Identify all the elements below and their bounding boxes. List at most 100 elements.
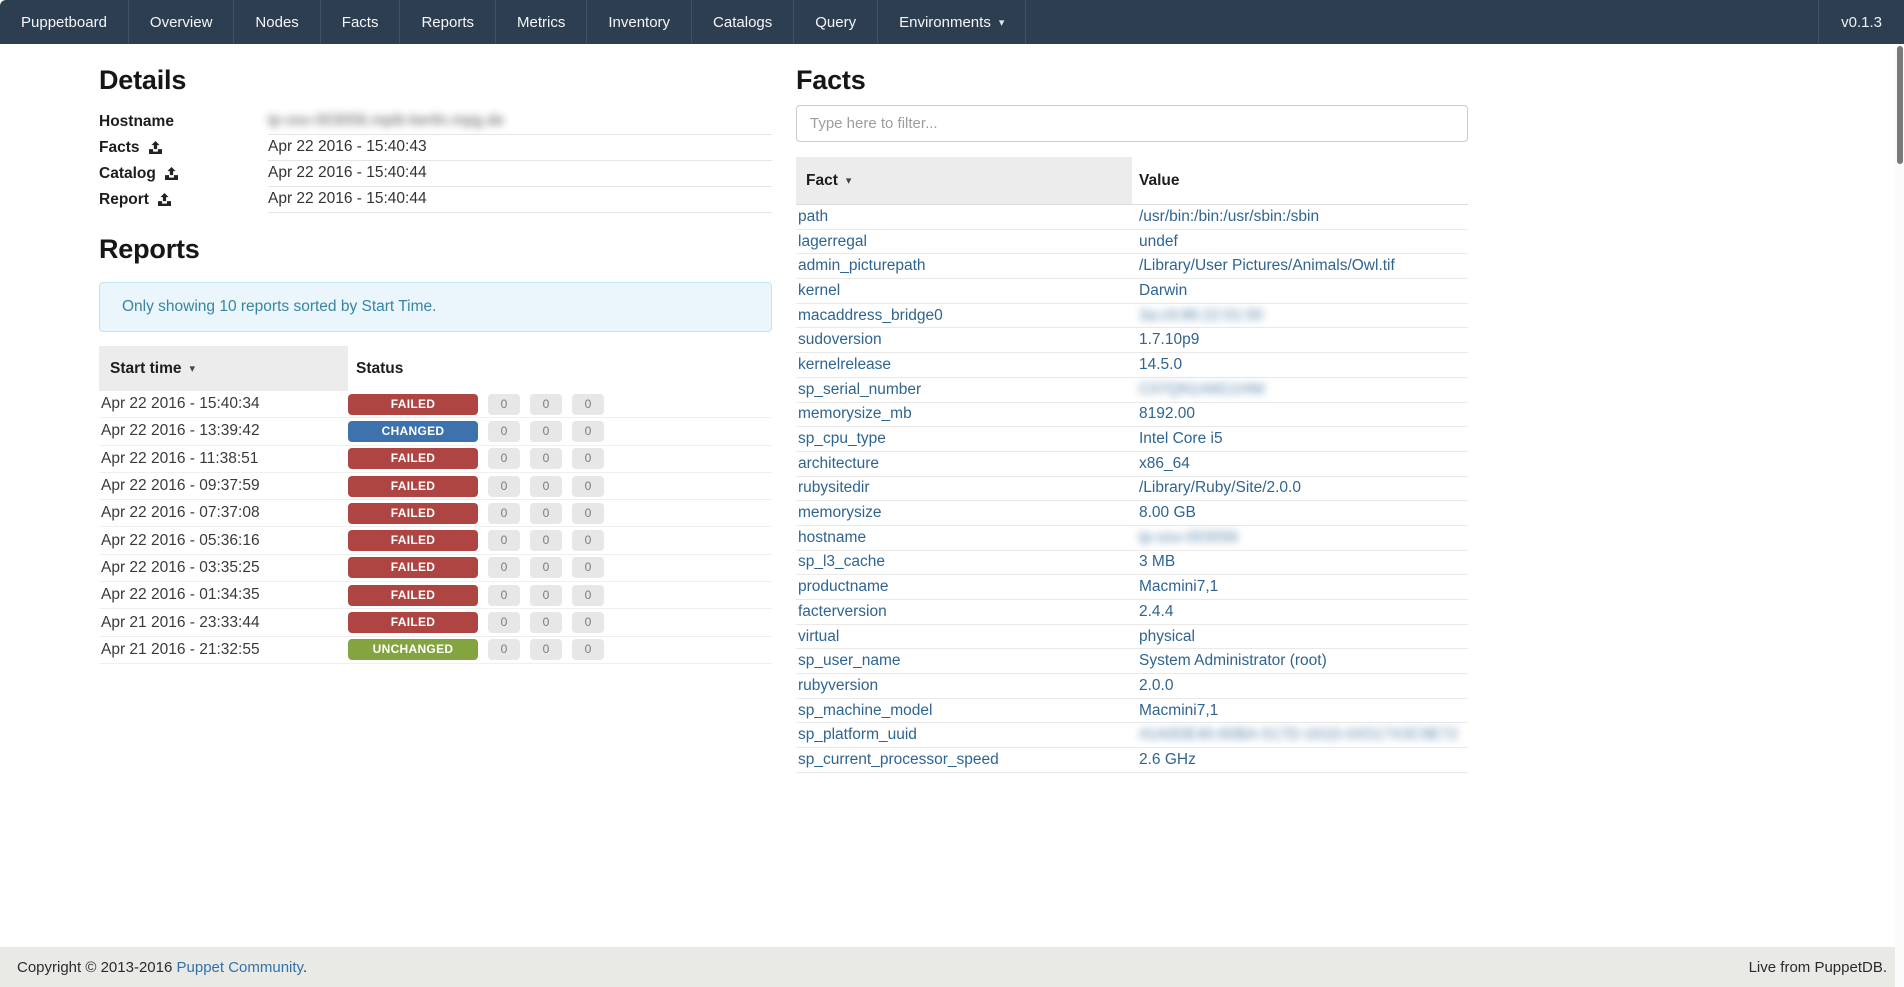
nav-item[interactable]: Query	[794, 0, 879, 44]
fact-name-link[interactable]: sp_cpu_type	[798, 430, 886, 448]
report-status-badge[interactable]: UNCHANGED	[348, 639, 478, 661]
nav-item[interactable]: Inventory	[587, 0, 693, 44]
fact-value-link[interactable]: Intel Core i5	[1139, 430, 1223, 448]
fact-name-link[interactable]: macaddress_bridge0	[798, 306, 943, 324]
report-status-badge[interactable]: FAILED	[348, 475, 478, 497]
hostname-value: tp-osx-003056.mpib-berlin.mpg.de	[268, 112, 505, 129]
scrollbar[interactable]	[1895, 44, 1904, 987]
report-count-badge: 0	[488, 639, 520, 661]
fact-row: sp_serial_number C07QN1A6G1HW	[796, 378, 1468, 403]
report-status-badge[interactable]: FAILED	[348, 393, 478, 415]
puppet-community-link[interactable]: Puppet Community	[176, 958, 303, 976]
fact-value-link[interactable]: /usr/bin:/bin:/usr/sbin:/sbin	[1139, 207, 1320, 225]
footer: Copyright © 2013-2016 Puppet Community. …	[0, 947, 1904, 987]
fact-value-link[interactable]: 8192.00	[1139, 405, 1196, 423]
nav-item[interactable]: Overview	[129, 0, 235, 44]
fact-value-link[interactable]: 8.00 GB	[1139, 504, 1196, 522]
fact-value-link[interactable]: Darwin	[1139, 281, 1188, 299]
fact-value-link[interactable]: 2.4.4	[1139, 602, 1174, 620]
details-row-report: Report Apr 22 2016 - 15:40:44	[99, 187, 772, 213]
navbar: Puppetboard Overview Nodes Facts Reports…	[0, 0, 1904, 44]
fact-name-link[interactable]: sp_machine_model	[798, 701, 933, 719]
scrollbar-thumb[interactable]	[1897, 46, 1903, 164]
fact-value-link[interactable]: 3 MB	[1139, 553, 1176, 571]
report-status-cell: FAILED 0 0 0	[348, 502, 604, 524]
fact-value-link[interactable]: /Library/Ruby/Site/2.0.0	[1139, 479, 1301, 497]
report-count-badge: 0	[530, 448, 562, 470]
fact-value-link[interactable]: System Administrator (root)	[1139, 652, 1327, 670]
report-status-cell: FAILED 0 0 0	[348, 475, 604, 497]
fact-row: facterversion 2.4.4	[796, 600, 1468, 625]
fact-value-link[interactable]: x86_64	[1139, 454, 1190, 472]
fact-name-link[interactable]: productname	[798, 578, 889, 596]
fact-name-link[interactable]: rubyversion	[798, 676, 879, 694]
fact-value-link[interactable]: 14.5.0	[1139, 355, 1183, 373]
fact-value-link[interactable]: tp-osx-003056	[1139, 528, 1239, 546]
fact-name-link[interactable]: path	[798, 207, 829, 225]
report-status-badge[interactable]: FAILED	[348, 502, 478, 524]
report-status-badge[interactable]: FAILED	[348, 557, 478, 579]
nav-item[interactable]: Nodes	[234, 0, 321, 44]
fact-value-link[interactable]: physical	[1139, 627, 1195, 645]
chevron-down-icon: ▾	[998, 16, 1005, 29]
fact-name-link[interactable]: sudoversion	[798, 331, 882, 349]
fact-value-link[interactable]: 2.0.0	[1139, 676, 1174, 694]
fact-value-link[interactable]: Macmini7,1	[1139, 701, 1219, 719]
fact-name-link[interactable]: sp_serial_number	[798, 380, 922, 398]
nav-item[interactable]: Metrics	[496, 0, 588, 44]
report-status-badge[interactable]: FAILED	[348, 584, 478, 606]
fact-value-link[interactable]: 3a:c9:86:22:01:00	[1139, 306, 1264, 324]
report-status-badge[interactable]: FAILED	[348, 612, 478, 634]
report-count-badge: 0	[488, 584, 520, 606]
details-row-catalog: Catalog Apr 22 2016 - 15:40:44	[99, 161, 772, 187]
fact-name-link[interactable]: kernelrelease	[798, 355, 892, 373]
column-header-value[interactable]: Value	[1139, 171, 1180, 189]
sort-caret-icon: ▾	[189, 363, 196, 375]
fact-name-link[interactable]: lagerregal	[798, 232, 867, 250]
report-count-badge: 0	[530, 420, 562, 442]
upload-icon[interactable]	[164, 167, 178, 180]
fact-name-link[interactable]: facterversion	[798, 602, 887, 620]
fact-row: rubysitedir /Library/Ruby/Site/2.0.0	[796, 477, 1468, 502]
fact-row: kernel Darwin	[796, 279, 1468, 304]
fact-row: sp_l3_cache 3 MB	[796, 551, 1468, 576]
report-status-badge[interactable]: CHANGED	[348, 420, 478, 442]
nav-item[interactable]: Catalogs	[692, 0, 795, 44]
column-header-start-time[interactable]: Start time ▾	[99, 346, 348, 391]
fact-name-link[interactable]: admin_picturepath	[798, 257, 926, 275]
upload-icon[interactable]	[148, 141, 162, 154]
fact-value-link[interactable]: Macmini7,1	[1139, 578, 1219, 596]
fact-name-link[interactable]: sp_l3_cache	[798, 553, 886, 571]
fact-name-link[interactable]: hostname	[798, 528, 867, 546]
fact-value-link[interactable]: /Library/User Pictures/Animals/Owl.tif	[1139, 257, 1395, 275]
fact-name-link[interactable]: sp_platform_uuid	[798, 726, 917, 744]
nav-item[interactable]: Facts	[321, 0, 401, 44]
reports-table: Start time ▾ Status Apr 22 2016 - 15:40:…	[99, 346, 772, 664]
report-row: Apr 22 2016 - 11:38:51 FAILED 0 0 0	[99, 446, 772, 473]
fact-value-link[interactable]: 1.7.10p9	[1139, 331, 1200, 349]
column-header-fact[interactable]: Fact ▾	[796, 157, 1132, 204]
report-count-badge: 0	[488, 420, 520, 442]
nav-item[interactable]: Reports	[400, 0, 496, 44]
fact-name-link[interactable]: rubysitedir	[798, 479, 870, 497]
fact-value-link[interactable]: 2.6 GHz	[1139, 750, 1196, 768]
fact-name-link[interactable]: virtual	[798, 627, 840, 645]
fact-name-link[interactable]: sp_user_name	[798, 652, 901, 670]
fact-name-link[interactable]: memorysize_mb	[798, 405, 912, 423]
report-status-badge[interactable]: FAILED	[348, 530, 478, 552]
fact-value-link[interactable]: C07QN1A6G1HW	[1139, 380, 1265, 398]
nav-item-environments[interactable]: Environments ▾	[878, 0, 1027, 44]
fact-name-link[interactable]: sp_current_processor_speed	[798, 750, 999, 768]
report-start-time: Apr 22 2016 - 15:40:34	[101, 395, 260, 413]
column-header-status[interactable]: Status	[356, 359, 404, 377]
fact-row: memorysize 8.00 GB	[796, 501, 1468, 526]
upload-icon[interactable]	[157, 193, 171, 206]
navbar-brand[interactable]: Puppetboard	[0, 0, 129, 44]
fact-name-link[interactable]: memorysize	[798, 504, 882, 522]
report-status-badge[interactable]: FAILED	[348, 448, 478, 470]
fact-name-link[interactable]: kernel	[798, 281, 841, 299]
fact-value-link[interactable]: undef	[1139, 232, 1178, 250]
facts-filter-input[interactable]	[796, 105, 1468, 142]
fact-value-link[interactable]: 41A0DE40-60BA-517D-161D-0X517X3C9E72	[1139, 726, 1458, 744]
fact-name-link[interactable]: architecture	[798, 454, 879, 472]
